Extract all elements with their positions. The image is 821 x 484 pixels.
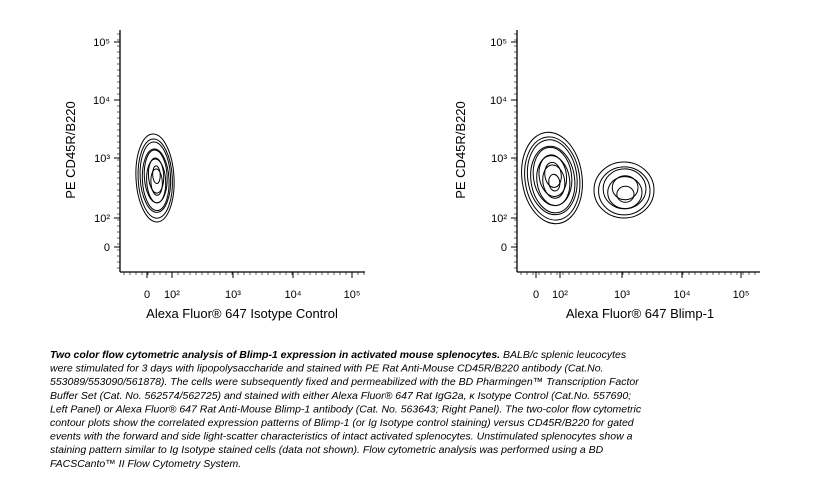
contour-plot: 10⁵ 10⁴ 10³ 10² 0 0 10² 10³ 10⁴ 10⁵ Alexa Fluor® 6… bbox=[63, 30, 365, 321]
caption-line: 553089/553090/561878). The cells were su… bbox=[50, 376, 639, 388]
contour bbox=[146, 158, 167, 204]
contour bbox=[607, 176, 643, 210]
y-tick-label: 10³ bbox=[94, 153, 110, 165]
caption-line: Left Panel) or Alexa Fluor® 647 Rat Anti… bbox=[50, 403, 642, 415]
caption-line: staining pattern similar to Ig Isotype s… bbox=[50, 444, 604, 456]
contour bbox=[616, 185, 635, 203]
x-tick-label: 10² bbox=[164, 289, 180, 301]
contour bbox=[542, 164, 566, 199]
caption-line: Buffer Set (Cat. No. 562574/562725) and … bbox=[50, 390, 631, 402]
contour bbox=[538, 154, 568, 197]
contour bbox=[137, 138, 173, 219]
y-tick-label: 10⁴ bbox=[490, 95, 507, 107]
y-axis-label: PE CD45R/B220 bbox=[453, 101, 468, 199]
contour bbox=[139, 141, 172, 213]
x-tick-label: 10³ bbox=[225, 289, 241, 301]
y-tick-label: 0 bbox=[104, 242, 110, 254]
x-tick-label: 10² bbox=[552, 289, 568, 301]
contour bbox=[135, 133, 175, 223]
contour bbox=[524, 136, 581, 221]
y-tick-label: 10² bbox=[94, 213, 110, 225]
x-tick-label: 10⁵ bbox=[733, 289, 750, 301]
contour bbox=[530, 145, 576, 214]
caption-line: events with the forward and side light-s… bbox=[50, 431, 633, 443]
caption-line: were stimulated for 3 days with lipopoly… bbox=[50, 363, 603, 375]
caption: Two color flow cytometric analysis of Bl… bbox=[50, 349, 642, 470]
x-tick-label: 0 bbox=[144, 289, 150, 301]
contour bbox=[544, 161, 562, 188]
x-axis-label: Alexa Fluor® 647 Isotype Control bbox=[146, 306, 338, 321]
contour bbox=[521, 131, 583, 225]
y-tick-label: 0 bbox=[501, 242, 507, 254]
contour bbox=[147, 157, 165, 194]
contour bbox=[536, 155, 571, 207]
y-tick-label: 10⁴ bbox=[93, 95, 110, 107]
contour bbox=[526, 139, 578, 216]
y-tick-label: 10⁵ bbox=[490, 37, 507, 49]
x-tick-label: 10⁴ bbox=[285, 289, 302, 301]
caption-line: BALB/c splenic leucocytes bbox=[500, 349, 627, 361]
caption-line: FACSCanto™ II Flow Cytometry System. bbox=[50, 458, 241, 470]
contour-plot: 10⁵ 10⁴ 10³ 10² 0 0 10² 10³ 10⁴ 10⁵ Alexa Fluor® 6… bbox=[453, 30, 760, 321]
caption-title: Two color flow cytometric analysis of Bl… bbox=[50, 349, 500, 361]
y-tick-label: 10⁵ bbox=[93, 37, 110, 49]
y-tick-label: 10² bbox=[491, 213, 507, 225]
x-tick-label: 10⁴ bbox=[674, 289, 691, 301]
x-tick-label: 10⁵ bbox=[344, 289, 361, 301]
x-tick-label: 10³ bbox=[614, 289, 630, 301]
contour bbox=[593, 161, 655, 219]
contour bbox=[598, 166, 651, 216]
contour bbox=[548, 173, 561, 192]
y-tick-label: 10³ bbox=[491, 153, 507, 165]
contour bbox=[150, 168, 163, 196]
x-tick-label: 0 bbox=[533, 289, 539, 301]
contour bbox=[611, 175, 639, 201]
y-axis-label: PE CD45R/B220 bbox=[63, 101, 78, 199]
caption-line: contour plots show the correlated expres… bbox=[50, 417, 635, 429]
x-axis-label: Alexa Fluor® 647 Blimp-1 bbox=[566, 306, 714, 321]
contour bbox=[152, 165, 161, 185]
contour bbox=[141, 148, 170, 212]
